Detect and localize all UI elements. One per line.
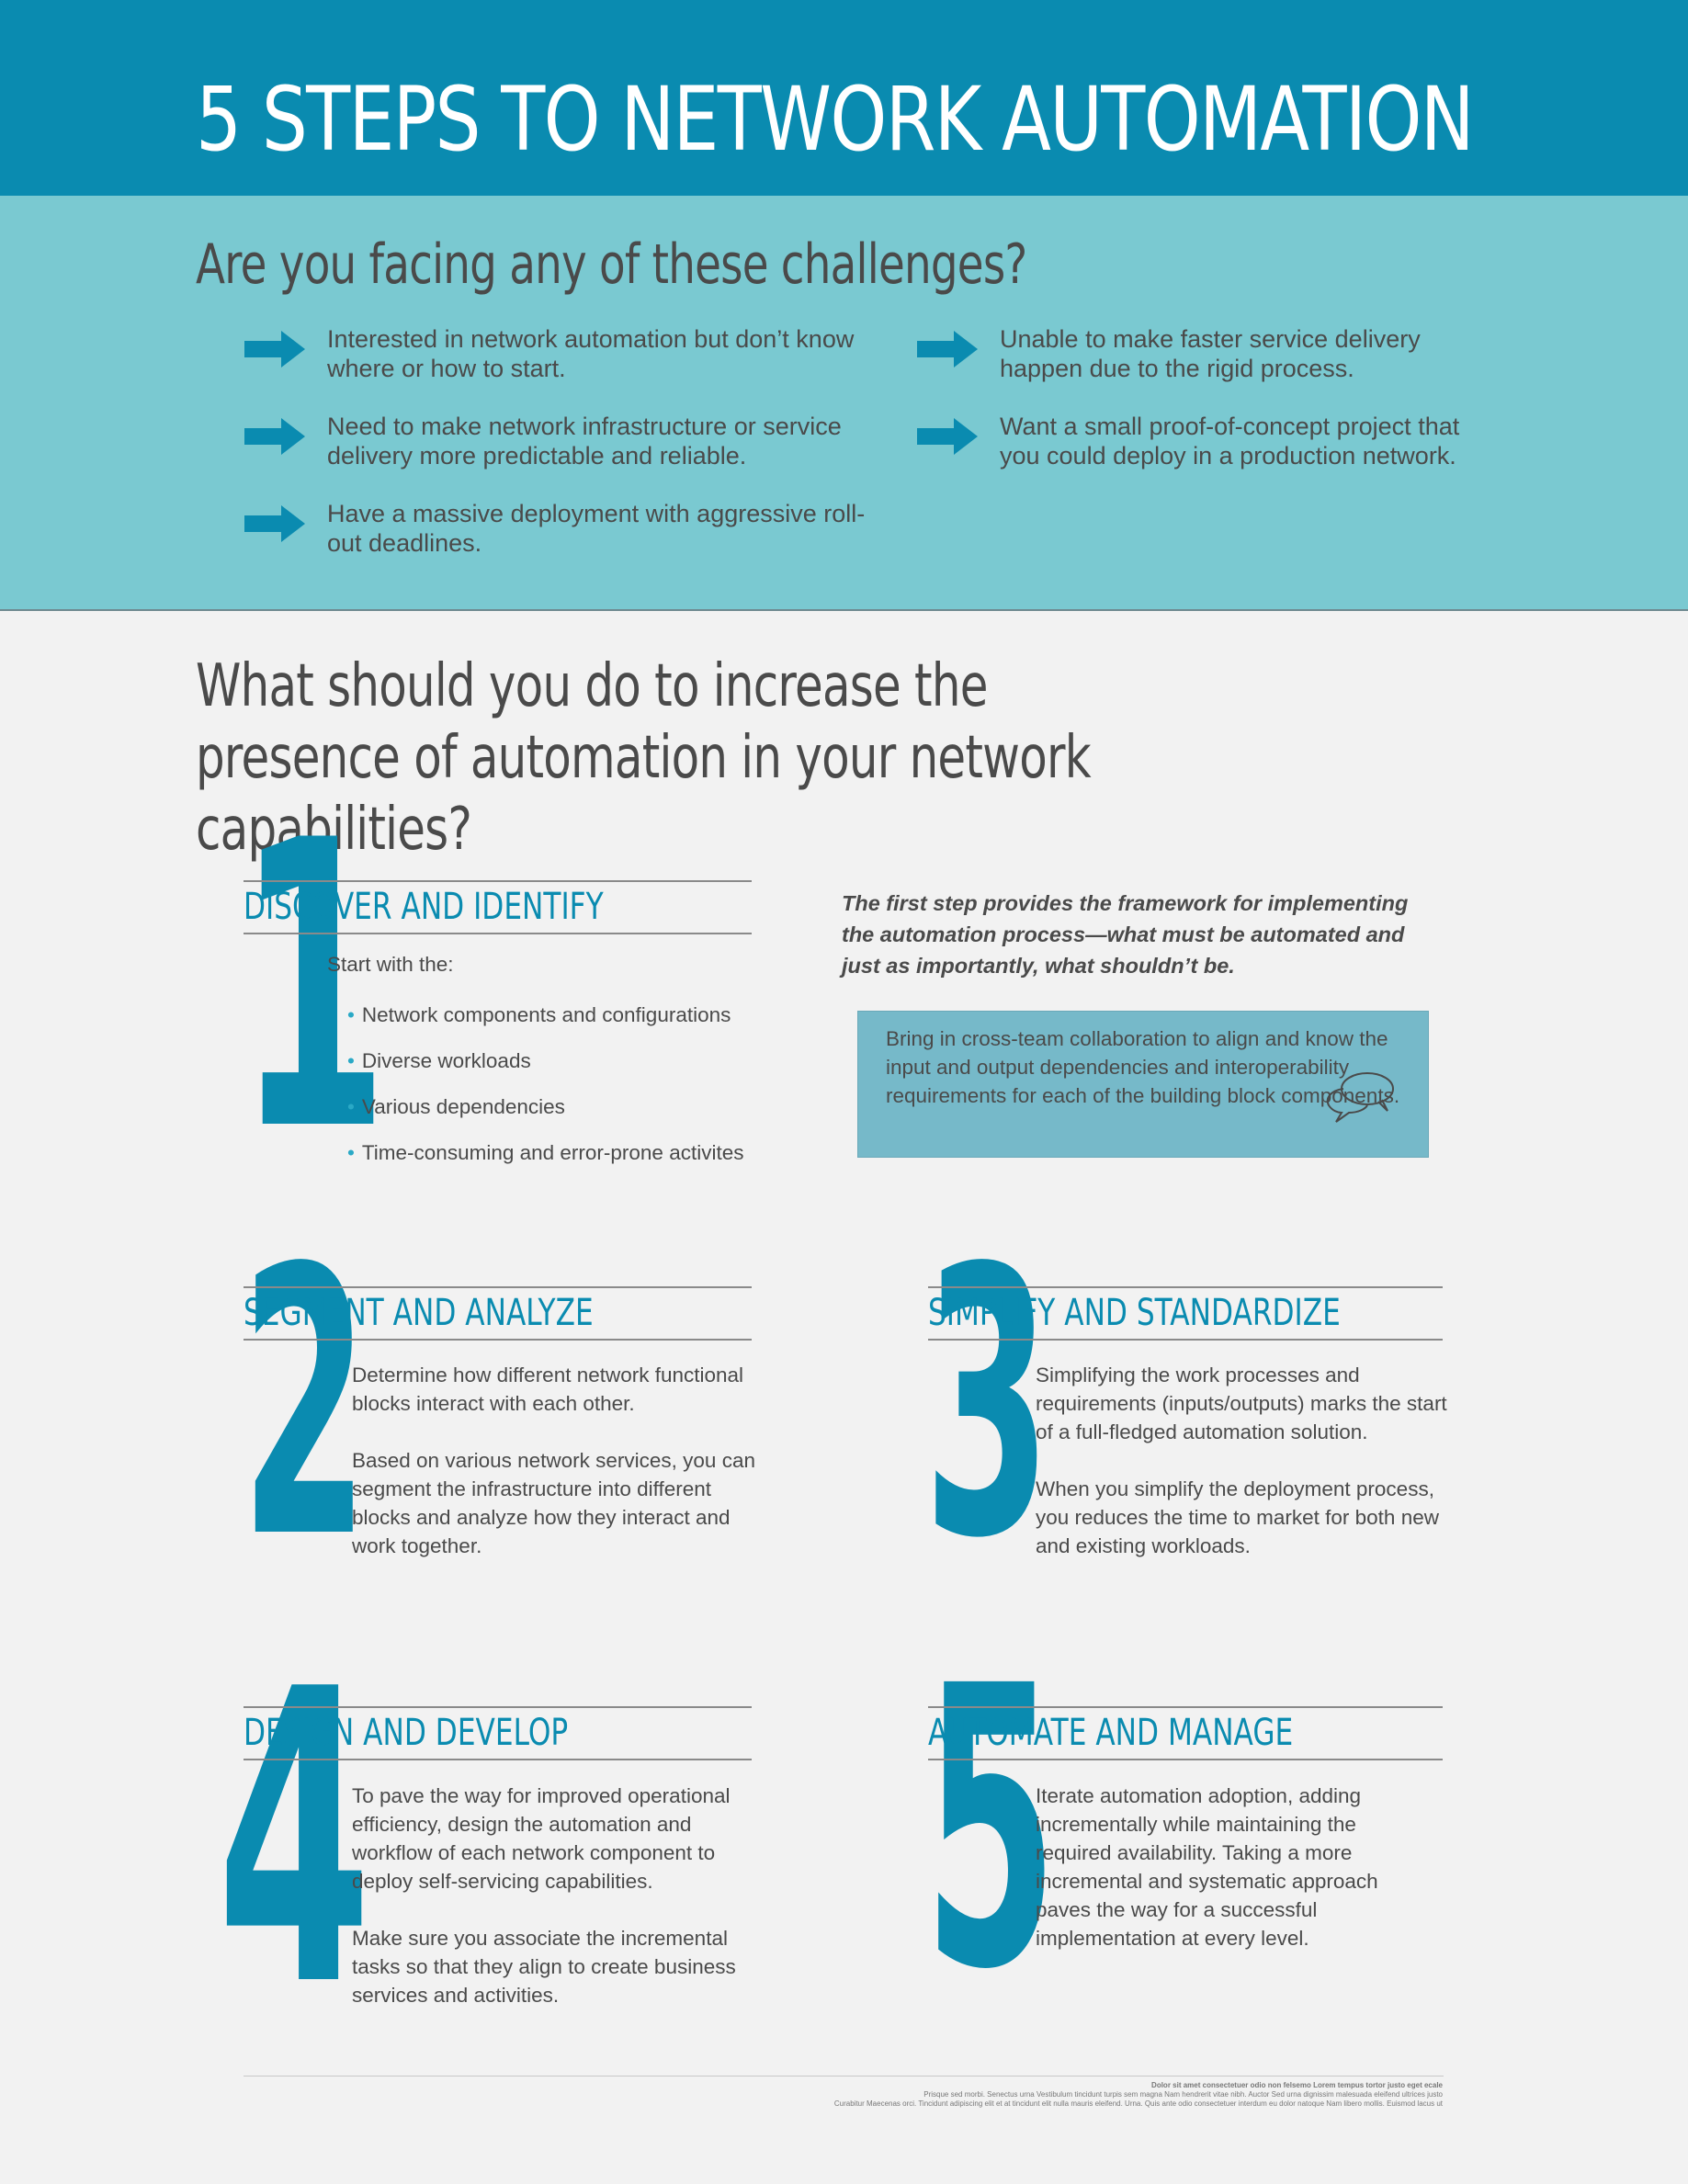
list-item: • Time-consuming and error-prone activite… — [347, 1141, 744, 1164]
fine-print: Dolor sit amet consectetuer odio non fel… — [698, 2081, 1443, 2109]
challenge-text: Have a massive deployment with aggressiv… — [327, 500, 866, 557]
paragraph: Determine how different network function… — [352, 1364, 744, 1415]
divider — [244, 880, 752, 882]
challenge-text: Want a small proof-of-concept project th… — [1000, 413, 1460, 470]
divider — [244, 1286, 752, 1288]
challenges-section: Are you facing any of these challenges? … — [0, 196, 1688, 611]
arrow-right-icon — [917, 418, 978, 455]
step-number: 3 — [923, 1192, 1052, 1619]
arrow-right-icon — [244, 331, 305, 368]
step-title: SEGMENT AND ANALYZE — [244, 1292, 594, 1334]
divider — [928, 1759, 1443, 1760]
fine-print-line: Dolor sit amet consectetuer odio non fel… — [1151, 2081, 1443, 2089]
paragraph: Make sure you associate the incremental … — [352, 1927, 736, 2007]
fine-print-line: Prisque sed morbi. Senectus urna Vestibu… — [923, 2090, 1443, 2099]
paragraph: Simplifying the work processes and requi… — [1036, 1364, 1447, 1443]
list-item: • Various dependencies — [347, 1095, 565, 1118]
arrow-right-icon — [244, 505, 305, 542]
step-title: DESIGN AND DEVELOP — [244, 1712, 569, 1754]
divider — [928, 1706, 1443, 1708]
step-body: Determine how different network function… — [352, 1361, 756, 1589]
step-body: Iterate automation adoption, adding incr… — [1036, 1782, 1403, 1981]
step-number: 5 — [923, 1605, 1059, 2054]
step-intro: The first step provides the framework fo… — [842, 891, 1409, 978]
paragraph: To pave the way for improved operational… — [352, 1784, 731, 1893]
divider — [244, 933, 752, 934]
step-title: SIMPLIFY AND STANDARDIZE — [928, 1292, 1341, 1334]
list-item: • Diverse workloads — [347, 1049, 531, 1072]
callout-box: Bring in cross-team collaboration to ali… — [857, 1011, 1429, 1158]
list-item: • Network components and configurations — [347, 1003, 731, 1026]
step-body: Simplifying the work processes and requi… — [1036, 1361, 1449, 1589]
challenge-text: Need to make network infrastructure or s… — [327, 413, 842, 470]
step-title: AUTOMATE AND MANAGE — [928, 1712, 1294, 1754]
step-body: To pave the way for improved operational… — [352, 1782, 756, 2038]
chat-bubbles-icon — [1326, 1072, 1394, 1123]
divider — [244, 1759, 752, 1760]
section-question: What should you do to increase the prese… — [196, 652, 1092, 864]
step-number: 4 — [217, 1604, 372, 2075]
challenge-text: Interested in network automation but don… — [327, 325, 855, 382]
divider — [928, 1286, 1443, 1288]
step-lead: Start with the: — [327, 953, 454, 976]
challenges-heading: Are you facing any of these challenges? — [196, 232, 1027, 297]
step-bullet-list: • Network components and configurations •… — [347, 992, 743, 1176]
challenge-text: Unable to make faster service delivery h… — [1000, 325, 1421, 382]
step-number: 2 — [241, 1192, 369, 1619]
paragraph: Based on various network services, you c… — [352, 1449, 755, 1557]
arrow-right-icon — [244, 418, 305, 455]
callout-text: Bring in cross-team collaboration to ali… — [886, 1027, 1400, 1107]
arrow-right-icon — [917, 331, 978, 368]
divider — [244, 1339, 752, 1341]
fine-print-line: Curabitur Maecenas orci. Tincidunt adipi… — [833, 2099, 1443, 2108]
divider — [928, 1339, 1443, 1341]
header-banner: 5 STEPS TO NETWORK AUTOMATION — [0, 0, 1688, 196]
step-number: 1 — [237, 758, 389, 1217]
step-title: DISCOVER AND IDENTIFY — [244, 886, 604, 928]
paragraph: Iterate automation adoption, adding incr… — [1036, 1784, 1378, 1950]
page-title: 5 STEPS TO NETWORK AUTOMATION — [196, 68, 1475, 171]
divider — [244, 1706, 752, 1708]
paragraph: When you simplify the deployment process… — [1036, 1477, 1439, 1557]
